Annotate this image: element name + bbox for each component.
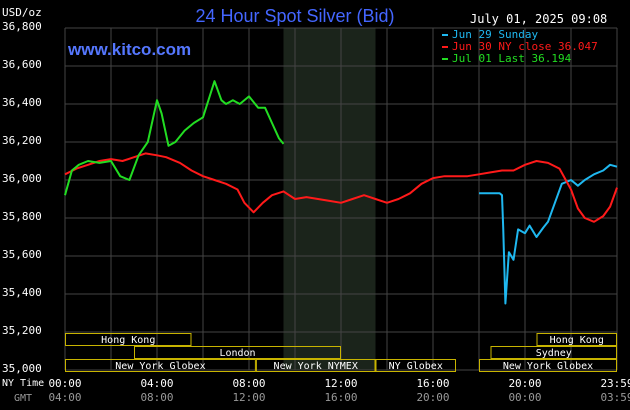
- y-tick-label: 36,400: [2, 96, 42, 109]
- x-tick-labels: 00:0004:0004:0008:0008:0012:0012:0016:00…: [48, 377, 630, 404]
- x-tick-label-ny: 08:00: [232, 377, 265, 390]
- units-label: USD/oz: [2, 6, 42, 19]
- session-label: Hong Kong: [101, 335, 155, 346]
- y-tick-label: 35,200: [2, 324, 42, 337]
- y-tick-label: 36,800: [2, 20, 42, 33]
- ny-time-label: NY Time: [2, 378, 45, 389]
- session-label: Hong Kong: [550, 335, 604, 346]
- legend-swatch-last: [442, 58, 448, 60]
- session-box: [375, 359, 456, 372]
- legend-label-ny-close: Jun 30 NY close 36.047: [452, 40, 598, 53]
- x-tick-label-ny: 12:00: [324, 377, 357, 390]
- session-box: [479, 359, 617, 372]
- session-label: Sydney: [536, 348, 572, 359]
- session-label: New York Globex: [503, 361, 593, 372]
- trading-sessions: Hong Kong Hong Kong London Sydney New York G…: [65, 333, 617, 372]
- legend-swatch-sunday: [442, 34, 448, 36]
- x-tick-label-gmt: 08:00: [140, 391, 173, 404]
- x-tick-label-ny: 16:00: [416, 377, 449, 390]
- session-label: New York Globex: [115, 361, 205, 372]
- session-box: [65, 333, 192, 346]
- x-tick-label-gmt: 20:00: [416, 391, 449, 404]
- session-box: [255, 359, 376, 372]
- y-tick-label: 36,000: [2, 172, 42, 185]
- session-box: [536, 333, 617, 346]
- y-tick-label: 36,600: [2, 58, 42, 71]
- y-tick-label: 36,200: [2, 134, 42, 147]
- session-label: New York NYMEX: [274, 361, 358, 372]
- x-tick-label-ny: 20:00: [508, 377, 541, 390]
- gmt-label: GMT: [14, 393, 33, 404]
- series-last-line: [64, 80, 285, 196]
- website-link[interactable]: www.kitco.com: [68, 40, 192, 59]
- session-label: London: [219, 348, 255, 359]
- y-tick-label: 35,400: [2, 286, 42, 299]
- session-box: [490, 346, 617, 359]
- grid-lines: [64, 27, 618, 371]
- x-tick-label-ny: 04:00: [140, 377, 173, 390]
- x-tick-label-gmt: 12:00: [232, 391, 265, 404]
- series-sunday-line: [479, 163, 618, 305]
- chart-title-text: 24 Hour Spot Silver (Bid): [195, 6, 395, 26]
- y-tick-label: 35,600: [2, 248, 42, 261]
- legend-label-sunday: Jun 29 Sunday: [452, 28, 539, 41]
- legend-item-ny-close: Jun 30 NY close 36.047: [442, 40, 598, 53]
- x-tick-label-gmt: 04:00: [48, 391, 81, 404]
- y-tick-label: 35,000: [2, 362, 42, 375]
- x-tick-label-gmt: 00:00: [508, 391, 541, 404]
- session-box: [134, 346, 341, 359]
- legend-item-sunday: Jun 29 Sunday: [442, 28, 538, 41]
- legend-label-last: Jul 01 Last 36.194: [452, 52, 572, 65]
- x-tick-label-gmt: 16:00: [324, 391, 357, 404]
- legend-item-last: Jul 01 Last 36.194: [442, 52, 571, 65]
- chart-title: 24 Hour Spot Silver (Bid): [0, 6, 630, 27]
- x-tick-label-gmt: 03:59: [600, 391, 630, 404]
- x-tick-label-ny: 00:00: [48, 377, 81, 390]
- x-tick-label-ny: 23:59: [600, 377, 630, 390]
- legend-swatch-ny-close: [442, 46, 448, 48]
- series-ny-close-line: [64, 152, 618, 223]
- series-lines: [64, 80, 618, 305]
- chart-datetime: July 01, 2025 09:08: [470, 12, 608, 26]
- session-label: NY Globex: [389, 361, 443, 372]
- y-tick-label: 35,800: [2, 210, 42, 223]
- session-box: [65, 359, 256, 372]
